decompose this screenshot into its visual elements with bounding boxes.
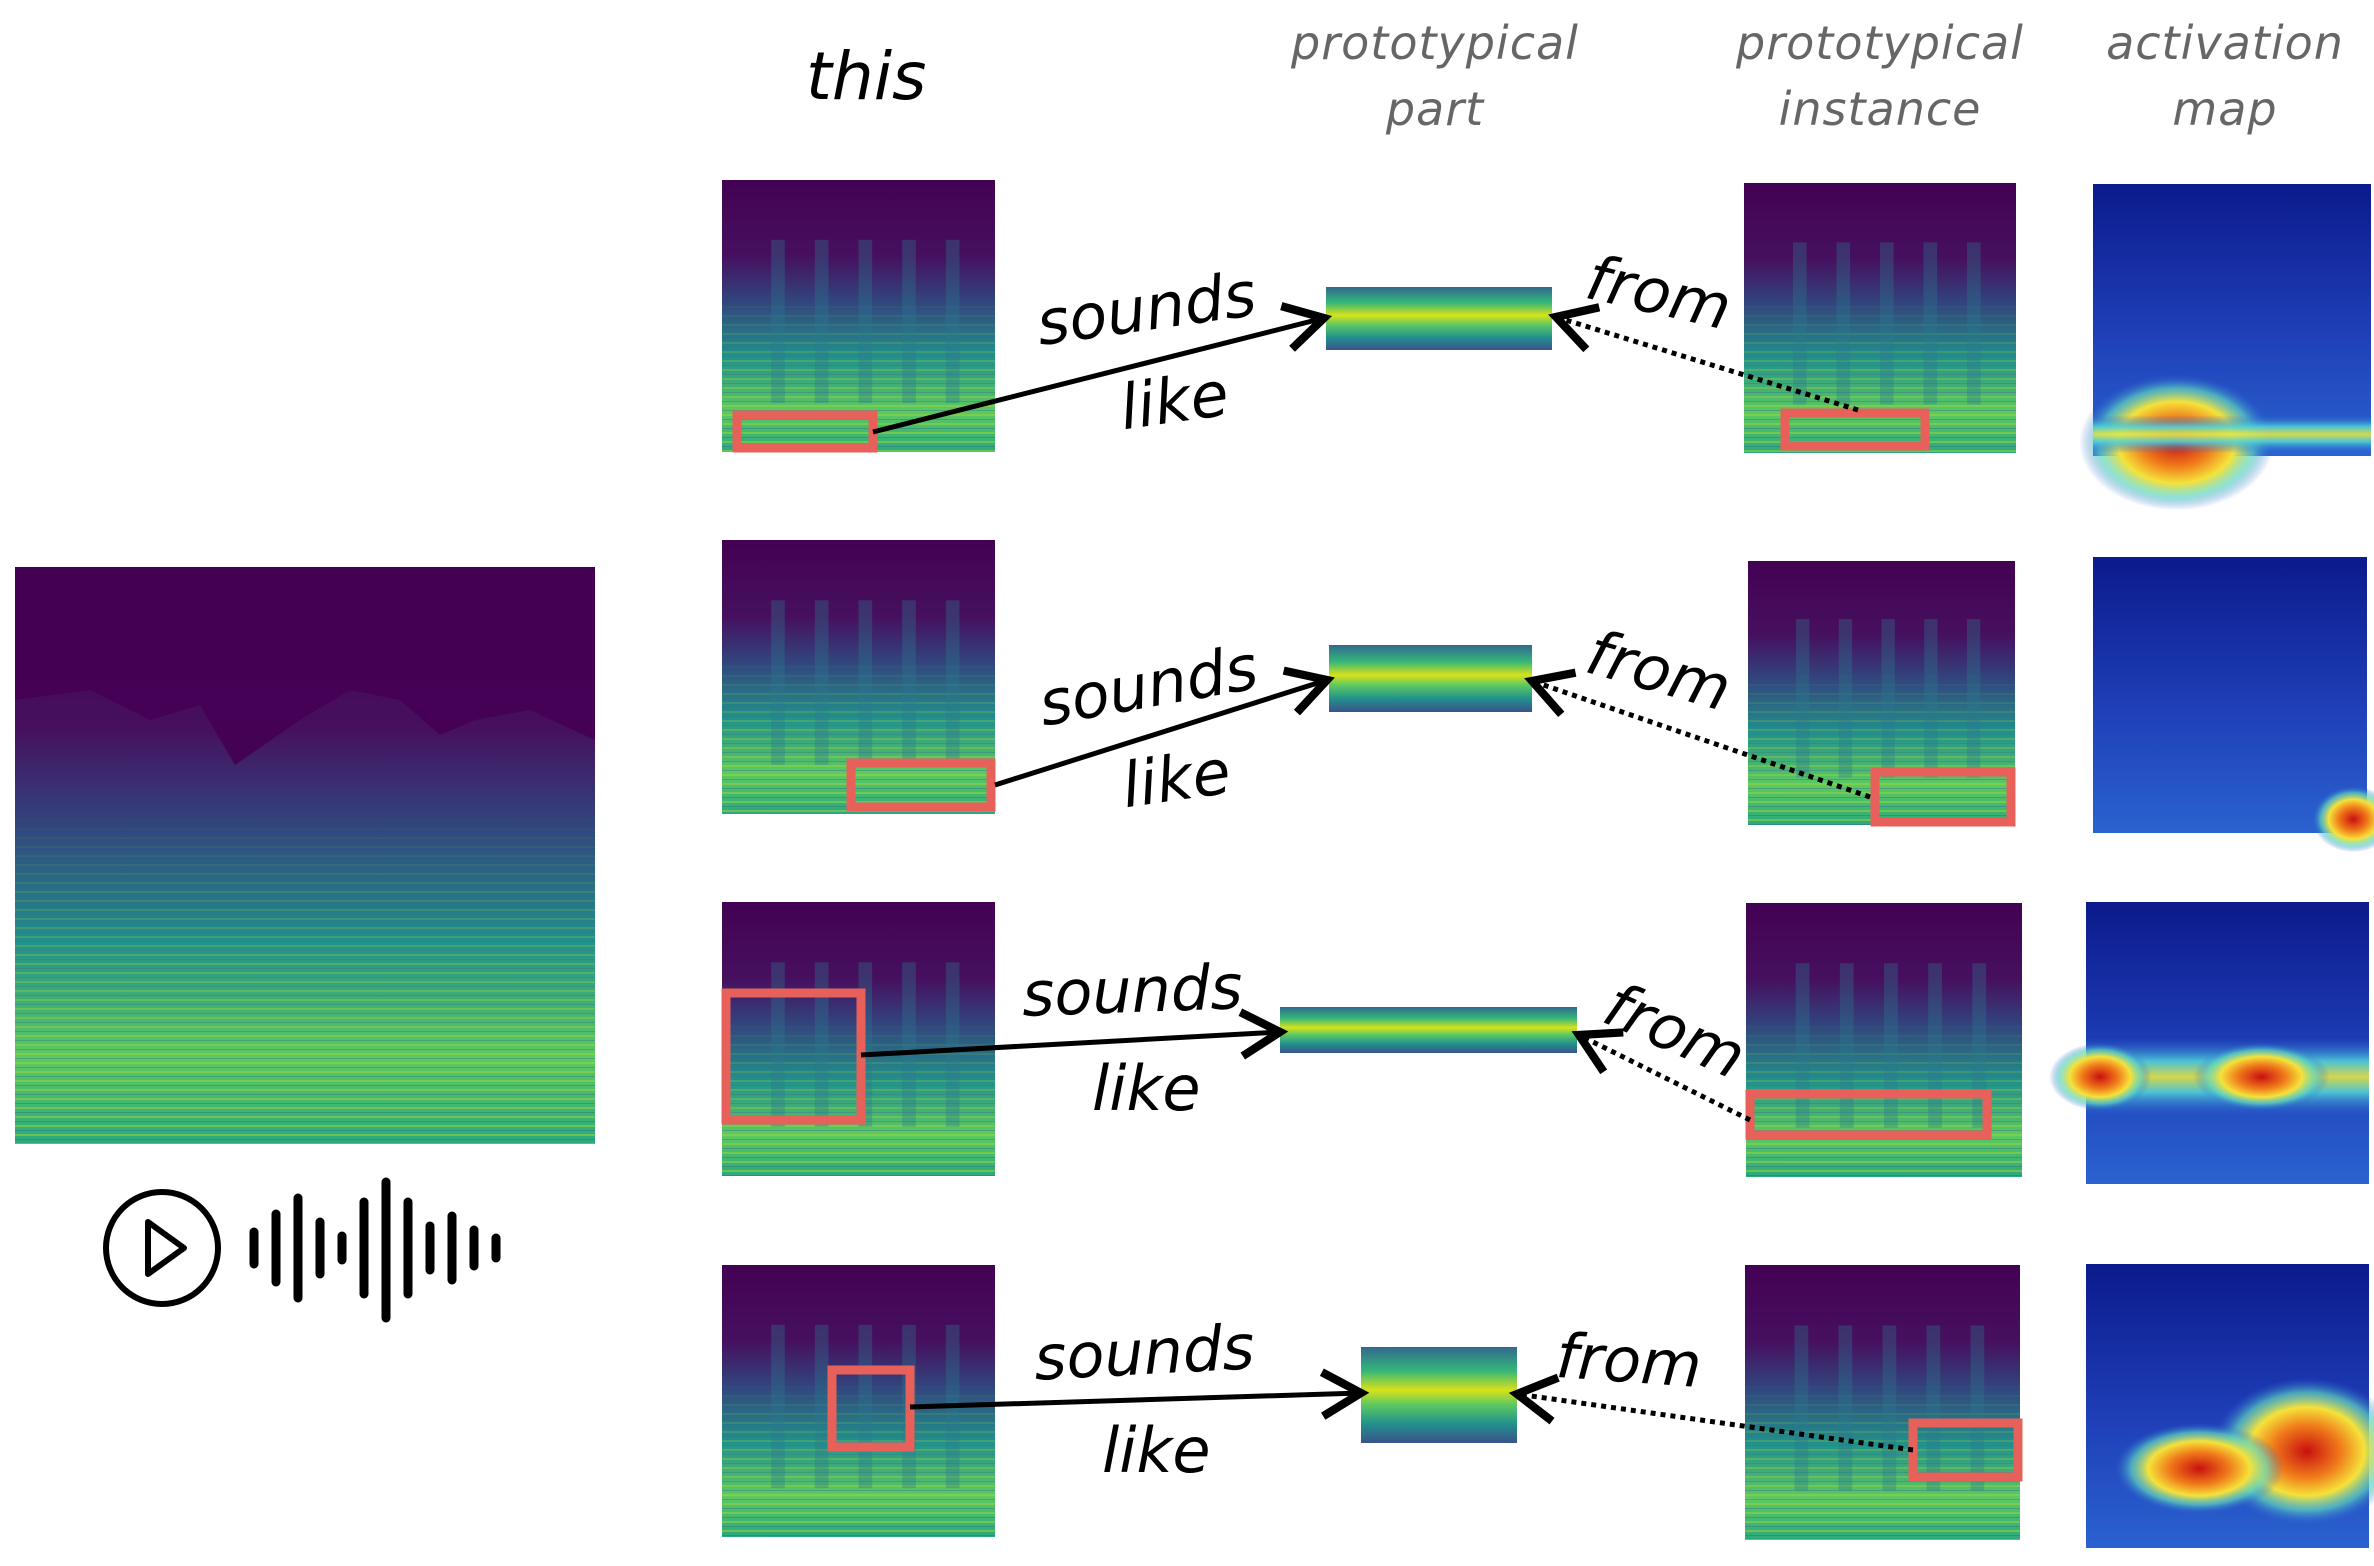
row-1-like-label: like bbox=[1115, 356, 1233, 445]
row-2-activation-map bbox=[2093, 557, 2374, 853]
header-prototypical-part: prototypical part bbox=[1230, 10, 1640, 142]
header-prototypical-part-line2: part bbox=[1385, 82, 1485, 136]
row-2-like-label: like bbox=[1117, 734, 1235, 823]
header-activation-map-line2: map bbox=[2172, 82, 2278, 136]
input-spectrogram bbox=[15, 567, 595, 1144]
row-3-activation-map bbox=[2049, 902, 2369, 1184]
row-4-prototypical-part bbox=[1361, 1347, 1517, 1443]
row-4-sounds-label: sounds bbox=[1032, 1310, 1257, 1395]
row-1-instance-highlight-box bbox=[1780, 408, 1930, 451]
row-2-prototypical-part bbox=[1329, 645, 1532, 712]
row-4-from-arrow bbox=[1508, 1373, 1914, 1453]
row-4-input-highlight-box bbox=[827, 1365, 915, 1452]
row-3-sounds-label: sounds bbox=[1020, 950, 1244, 1031]
row-4-sounds-like-arrow bbox=[909, 1368, 1370, 1420]
header-prototypical-instance-line2: instance bbox=[1778, 82, 1982, 136]
row-3-input-highlight-box bbox=[721, 988, 866, 1125]
row-3-from-arrow bbox=[1571, 1028, 1752, 1123]
row-3-like-label: like bbox=[1092, 1052, 1201, 1125]
row-1-sounds-like-arrow bbox=[872, 302, 1333, 435]
row-2-instance-highlight-box bbox=[1870, 767, 2016, 827]
row-1-activation-map bbox=[2079, 184, 2371, 511]
row-2-input-spectrogram bbox=[722, 540, 995, 814]
header-activation-map-line1: activation bbox=[2106, 16, 2344, 70]
row-3-prototypical-part bbox=[1280, 1007, 1577, 1053]
row-4-input-spectrogram bbox=[722, 1265, 995, 1537]
row-4-prototypical-instance bbox=[1745, 1265, 2020, 1540]
header-this: this bbox=[806, 38, 927, 115]
row-4-from-label: from bbox=[1553, 1319, 1705, 1402]
row-2-input-highlight-box bbox=[846, 758, 996, 812]
header-activation-map: activation map bbox=[2080, 10, 2370, 142]
row-1-from-arrow bbox=[1548, 303, 1859, 413]
row-3-sounds-like-arrow bbox=[860, 1008, 1289, 1060]
row-1-prototypical-part bbox=[1326, 287, 1552, 350]
row-3-instance-highlight-box bbox=[1745, 1089, 1992, 1140]
row-2-sounds-like-arrow bbox=[994, 666, 1335, 788]
row-3-input-spectrogram bbox=[722, 902, 995, 1176]
waveform-icon bbox=[249, 1177, 501, 1323]
row-1-prototypical-instance bbox=[1744, 183, 2016, 453]
row-1-input-spectrogram bbox=[722, 180, 995, 452]
header-prototypical-instance: prototypical instance bbox=[1680, 10, 2080, 142]
row-4-activation-map bbox=[2086, 1264, 2374, 1548]
header-prototypical-instance-line1: prototypical bbox=[1736, 16, 2024, 70]
play-icon[interactable] bbox=[103, 1189, 221, 1307]
row-2-prototypical-instance bbox=[1748, 561, 2015, 825]
row-4-like-label: like bbox=[1102, 1414, 1211, 1487]
header-prototypical-part-line1: prototypical bbox=[1291, 16, 1579, 70]
